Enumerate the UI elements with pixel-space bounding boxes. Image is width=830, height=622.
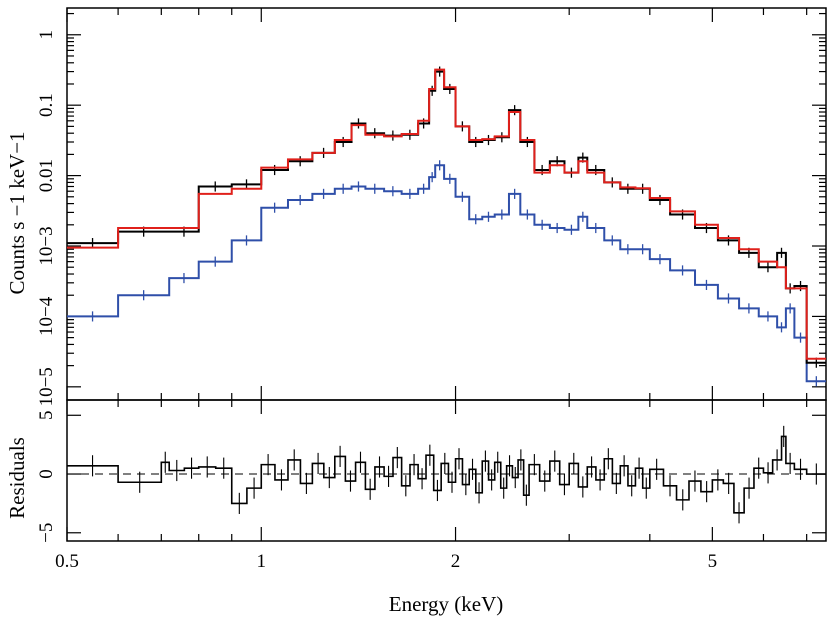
xtick-label: 2 bbox=[451, 551, 461, 572]
spectrum-ytick-label: 10−4 bbox=[36, 296, 57, 336]
xtick-label: 1 bbox=[257, 551, 267, 572]
spectrum-ytick-label: 10−3 bbox=[36, 226, 57, 265]
y-axis-title-residuals: Residuals bbox=[5, 437, 29, 519]
residual-series-layer bbox=[67, 425, 826, 524]
xtick-label: 0.5 bbox=[55, 551, 79, 572]
spectrum-panel-frame bbox=[66, 7, 827, 401]
residual-ytick-label: 5 bbox=[36, 411, 57, 421]
x-axis-title: Energy (keV) bbox=[389, 592, 504, 616]
spectrum-model-series bbox=[67, 68, 826, 360]
spectrum-axes: 1 0.1 0.01 10−3 10−4 10−5 bbox=[36, 12, 826, 406]
spectrum-ytick-label: 10−5 bbox=[36, 367, 57, 406]
residual-panel-frame bbox=[66, 399, 827, 542]
spectrum-series-layer bbox=[67, 66, 826, 387]
spectrum-ytick-label: 0.1 bbox=[36, 93, 57, 117]
xtick-label: 5 bbox=[708, 551, 718, 572]
spectrum-data-series bbox=[67, 70, 826, 364]
y-axis-title-counts: Counts s −1 keV−1 bbox=[5, 131, 29, 294]
spectrum-ytick-label: 0.01 bbox=[36, 159, 57, 192]
residual-series bbox=[67, 435, 826, 514]
spectrum-ytick-label: 1 bbox=[36, 30, 57, 40]
residual-ytick-label: 0 bbox=[36, 469, 57, 479]
residual-ytick-label: −5 bbox=[36, 523, 57, 543]
residual-axes: 0.5 1 2 5 5 0 −5 bbox=[36, 8, 826, 572]
spectrum-component-series bbox=[67, 164, 826, 383]
